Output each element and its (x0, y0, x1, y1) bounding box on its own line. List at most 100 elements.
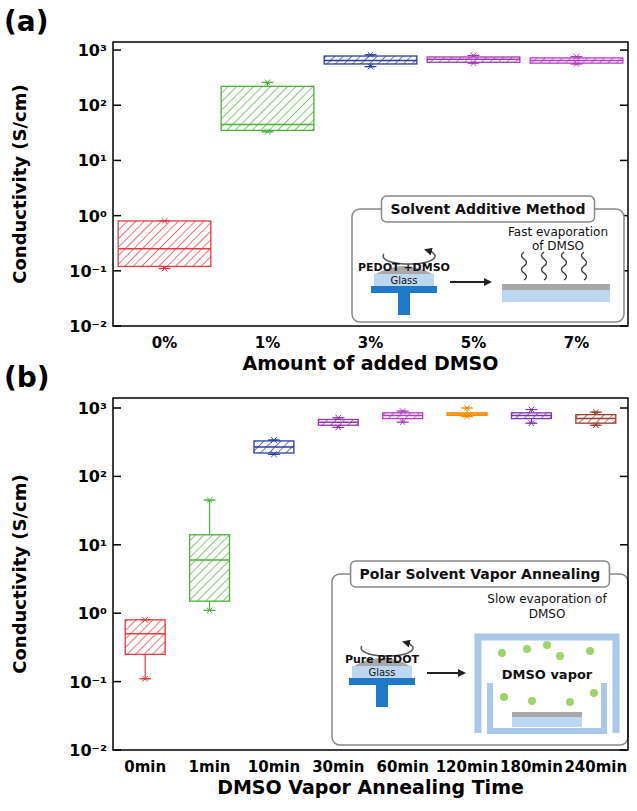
y-tick-label: 10³ (78, 399, 107, 418)
box (576, 415, 616, 424)
inset: Polar Solvent Vapor Annealing Slow evapor… (332, 561, 628, 745)
extreme-marker (141, 617, 149, 623)
box (324, 56, 417, 64)
y-tick (113, 105, 121, 107)
plot-frame (113, 398, 628, 750)
x-tick-label: 30min (312, 758, 364, 776)
median (511, 415, 551, 417)
extreme-marker (527, 407, 535, 413)
y-tick-label: 10⁻² (69, 741, 107, 760)
film-layer (512, 712, 582, 717)
x-axis-title: DMSO Vapor Annealing Time (217, 776, 524, 798)
extreme-marker (573, 54, 581, 60)
x-axis-title: Amount of added DMSO (243, 352, 499, 374)
inset: Solvent Additive Method Fast evaporationo… (352, 196, 624, 322)
y-axis-title: Conductivity (S/cm) (9, 84, 30, 283)
x-tick-label: 60min (377, 758, 429, 776)
extreme-marker (161, 218, 169, 224)
process-arrow (427, 672, 464, 674)
evaporation-wave (562, 252, 567, 280)
extreme-marker (527, 420, 535, 426)
y-tick (113, 681, 121, 683)
y-tick-label: 10¹ (78, 151, 107, 170)
y-tick-label: 10³ (78, 41, 107, 60)
chamber-tray (490, 683, 604, 731)
glass-label: Glass (368, 667, 395, 678)
extreme-marker (463, 405, 471, 411)
extreme-marker (463, 414, 471, 420)
y-tick-right (620, 476, 628, 478)
box (221, 86, 314, 130)
vapor-dot (556, 652, 564, 660)
vapor-label: DMSO vapor (502, 667, 593, 682)
text-line: Fast evaporation (508, 225, 608, 239)
glass-label: Glass (390, 275, 417, 286)
extreme-marker (592, 409, 600, 415)
y-axis-title: Conductivity (S/cm) (9, 474, 30, 673)
panel-letter: (b) (4, 361, 50, 394)
glass (374, 274, 434, 286)
marks (125, 405, 616, 681)
median (427, 59, 520, 61)
extreme-marker (367, 52, 375, 58)
y-tick (113, 49, 121, 51)
box (190, 535, 230, 601)
extreme-marker (592, 422, 600, 428)
median (383, 415, 423, 417)
y-tick-label: 10¹ (78, 536, 107, 555)
vapor-dot (586, 647, 594, 655)
y-tick (113, 476, 121, 478)
inset-title: Polar Solvent Vapor Annealing (360, 566, 601, 582)
y-tick-label: 10⁻² (69, 317, 107, 336)
median (190, 559, 230, 561)
y-tick-right (620, 407, 628, 409)
text-line: of DMSO (532, 239, 584, 253)
y-tick-label: 10² (78, 467, 107, 486)
y-tick-right (620, 105, 628, 107)
chamber-lid (478, 637, 616, 733)
y-tick-right (620, 544, 628, 546)
inset-title: Solvent Additive Method (390, 201, 585, 217)
median (530, 60, 623, 62)
vapor-dot (523, 645, 531, 653)
y-tick-label: 10⁻¹ (69, 262, 107, 281)
whisker-low (209, 601, 210, 610)
extreme-marker (470, 60, 478, 66)
y-tick (113, 215, 121, 217)
evaporation-wave (542, 252, 547, 280)
vapor-dot (590, 689, 598, 697)
x-tick-label: 180min (500, 758, 563, 776)
process-arrow (450, 281, 490, 283)
chuck (349, 678, 415, 685)
vapor-dot (498, 649, 506, 657)
plot-frame (113, 42, 628, 326)
x-tick-label: 10min (248, 758, 300, 776)
x-tick-label: 0min (124, 758, 166, 776)
y-tick-right (620, 160, 628, 162)
panel-letter: (a) (4, 5, 49, 38)
inset-title-box (381, 196, 594, 222)
box (125, 620, 165, 655)
inset-title-box (351, 561, 610, 587)
panel: (b)10⁻²10⁻¹10⁰10¹10²10³0min1min10min30mi… (4, 361, 628, 798)
box (511, 413, 551, 419)
inset-caption: Slow evaporation ofDMSO (487, 592, 607, 621)
y-tick-right (620, 49, 628, 51)
film-layer (502, 284, 610, 290)
y-tick-label: 10⁻¹ (69, 673, 107, 692)
inset-frame (332, 574, 628, 745)
y-tick-label: 10⁰ (78, 604, 107, 623)
whisker-high (209, 500, 210, 535)
inset-frame (352, 209, 624, 322)
vapor-dot (500, 693, 508, 701)
box (447, 413, 487, 416)
extreme-marker (141, 676, 149, 682)
y-tick-label: 10⁰ (78, 207, 107, 226)
median (318, 421, 358, 423)
y-tick-label: 10² (78, 96, 107, 115)
extreme-marker (270, 437, 278, 443)
median (447, 413, 487, 415)
median (324, 60, 417, 62)
evaporation-wave (582, 252, 587, 280)
glass (502, 290, 610, 302)
